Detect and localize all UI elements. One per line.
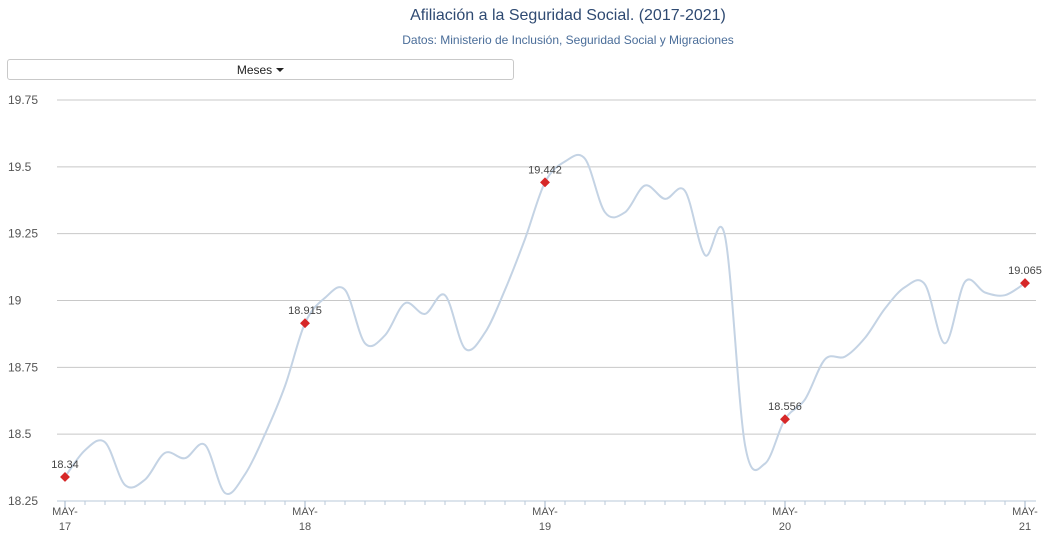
chart-title: Afiliación a la Seguridad Social. (2017-…	[410, 7, 726, 24]
x-tick-label: MAY-	[1012, 506, 1038, 518]
y-tick-label: 18.25	[8, 494, 38, 508]
series-line	[64, 153, 1026, 495]
data-point-marker	[300, 318, 310, 329]
y-tick-label: 19.25	[8, 227, 38, 241]
x-tick-label: 20	[779, 521, 791, 533]
x-tick-label: MAY-	[52, 506, 78, 518]
y-tick-label: 19	[8, 294, 22, 308]
y-tick-label: 19.5	[8, 160, 32, 174]
period-dropdown-label: Meses	[236, 62, 273, 77]
data-label: 19.442	[528, 164, 562, 176]
x-tick-label: MAY-	[532, 506, 558, 518]
x-tick-label: MAY-	[292, 506, 318, 518]
x-tick-label: MAY-	[772, 506, 798, 518]
y-tick-label: 19.75	[8, 93, 38, 107]
x-tick-label: 19	[539, 521, 551, 533]
data-label: 18.34	[51, 459, 79, 471]
data-point-marker	[1020, 278, 1030, 289]
data-label: 18.556	[768, 401, 802, 413]
x-tick-label: 21	[1019, 521, 1031, 533]
period-dropdown[interactable]: Meses	[7, 59, 514, 80]
caret-down-icon	[276, 67, 285, 72]
x-tick-label: 17	[59, 521, 71, 533]
data-label: 19.065	[1008, 265, 1042, 277]
data-point-marker	[540, 177, 550, 188]
y-tick-label: 18.75	[8, 360, 38, 374]
chart-subtitle: Datos: Ministerio de Inclusión, Segurida…	[402, 33, 734, 47]
y-tick-label: 18.5	[8, 427, 32, 441]
data-point-marker	[780, 414, 790, 425]
data-label: 18.915	[288, 305, 322, 317]
x-tick-label: 18	[299, 521, 311, 533]
